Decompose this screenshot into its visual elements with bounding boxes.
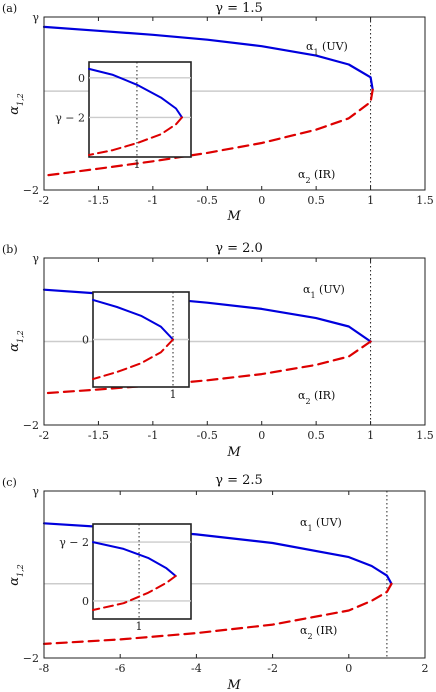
y-tick-label: γ [32, 11, 39, 24]
inset-series-ir-line [92, 575, 177, 611]
chart-panel-3: -8 -6 -4 -2 0 2 γ −2 γ = 2.5 (c) Mα1,2 α1 (UV) α2 (I… [2, 473, 429, 692]
inset-series-uv-line [92, 541, 177, 577]
inset-plot: 0 γ − 2 1 [55, 61, 192, 171]
inset-y-tick-label: 0 [78, 72, 85, 85]
y-tick-label: −2 [23, 652, 39, 665]
x-tick-label: 0.5 [307, 194, 325, 207]
chart-title: γ = 1.5 [215, 1, 263, 16]
series-label-ir: α2 (IR) [298, 389, 335, 406]
x-tick-label: -1 [147, 429, 158, 442]
panel-tag: (c) [2, 476, 17, 489]
x-axis-label: M [226, 209, 241, 224]
x-axis-label: M [226, 445, 241, 460]
x-tick-label: 2 [422, 662, 429, 675]
chart-title: γ = 2.5 [215, 473, 263, 488]
x-tick-label: -4 [191, 662, 202, 675]
panel-tag: (b) [2, 243, 18, 256]
inset-x-tick-label: 1 [136, 620, 143, 633]
x-tick-label: 0.5 [307, 429, 325, 442]
series-label-ir: α2 (IR) [300, 624, 337, 641]
x-tick-label: 1 [367, 194, 374, 207]
series-label-ir: α2 (IR) [298, 168, 335, 185]
x-tick-label: -1.5 [88, 429, 109, 442]
chart-panel-1: -2 -1.5 -1 -0.5 0 0.5 1 1.5 γ −2 γ = 1.5 (a) Mα1,2 α1… [2, 1, 434, 224]
y-tick-label: γ [32, 485, 39, 498]
x-tick-label: -2 [39, 429, 50, 442]
x-tick-label: -0.5 [197, 194, 218, 207]
plot-area-frame [43, 16, 426, 191]
x-tick-label: -8 [39, 662, 50, 675]
y-tick-label: γ [32, 252, 39, 265]
x-tick-label: 0 [258, 194, 265, 207]
inset-plot: γ − 2 0 1 [59, 523, 192, 633]
inset-series-ir-line [88, 116, 183, 156]
inset-series-uv-line [88, 67, 183, 119]
x-tick-label: 0 [345, 662, 352, 675]
inset-series-ir-line [92, 338, 174, 381]
plot-area-frame [43, 490, 426, 659]
y-tick-label: −2 [23, 419, 39, 432]
inset-frame [92, 523, 192, 620]
inset-x-tick-label: 1 [133, 158, 140, 171]
inset-x-tick-label: 1 [170, 388, 177, 401]
series-label-uv: α1 (UV) [303, 283, 345, 300]
x-tick-label: -1 [147, 194, 158, 207]
series-label-uv: α1 (UV) [306, 40, 348, 57]
x-tick-label: -2 [39, 194, 50, 207]
inset-y-tick-label: γ − 2 [55, 111, 85, 124]
x-tick-label: 1.5 [416, 429, 434, 442]
series-ir-line [42, 88, 374, 177]
x-tick-label: -2 [267, 662, 278, 675]
x-tick-label: -1.5 [88, 194, 109, 207]
chart-panel-2: -2 -1.5 -1 -0.5 0 0.5 1 1.5 γ −2 γ = 2.0 (b) Mα1,2 α1… [2, 241, 434, 460]
inset-y-tick-label: 0 [82, 595, 89, 608]
y-tick-label: −2 [23, 184, 39, 197]
plot-area-frame [43, 257, 426, 426]
chart-title: γ = 2.0 [215, 241, 263, 256]
inset-y-tick-label: 0 [82, 334, 89, 347]
x-tick-label: 0 [258, 429, 265, 442]
y-axis-label: α1,2 [7, 564, 25, 586]
y-axis-label: α1,2 [7, 93, 25, 115]
inset-series-uv-line [92, 298, 174, 341]
x-tick-label: 1.5 [416, 194, 434, 207]
series-uv-line [42, 25, 374, 91]
y-axis-label: α1,2 [7, 330, 25, 352]
x-tick-label: -0.5 [197, 429, 218, 442]
x-tick-label: 1 [367, 429, 374, 442]
panel-tag: (a) [2, 2, 17, 15]
x-axis-label: M [226, 678, 241, 692]
series-ir-line [42, 340, 372, 395]
x-tick-label: -6 [115, 662, 126, 675]
series-label-uv: α1 (UV) [300, 516, 342, 533]
series-ir-line [42, 582, 393, 645]
inset-plot: 01 [82, 291, 190, 401]
inset-y-tick-label: γ − 2 [59, 536, 89, 549]
